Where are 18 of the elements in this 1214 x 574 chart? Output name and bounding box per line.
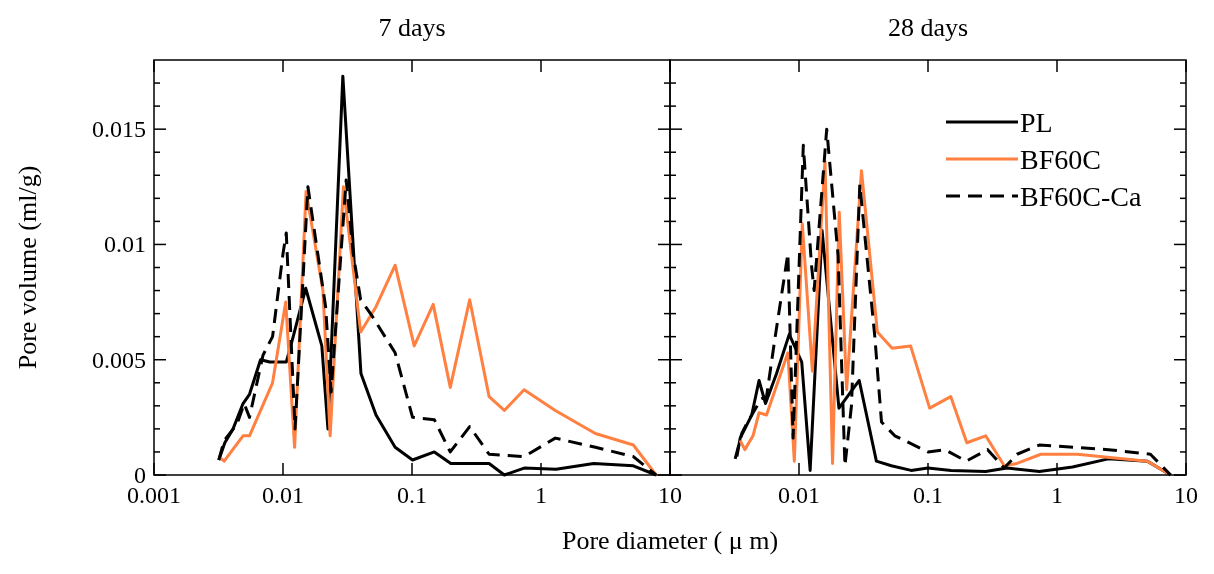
x-tick-label: 10 [658, 482, 682, 508]
x-axis-title: Pore diameter ( μ m) [561, 526, 779, 555]
y-axis-title: Pore volume (ml/g) [13, 165, 42, 370]
x-tick-label: 1 [535, 482, 547, 508]
chart-title: 7 days [378, 13, 446, 42]
legend-label: BF60C [1020, 144, 1101, 175]
y-tick-label: 0.01 [104, 231, 146, 258]
x-tick-label: 1 [1051, 482, 1063, 508]
legend-label: PL [1020, 107, 1053, 138]
chart-title: 28 days [887, 13, 969, 42]
x-tick-label: 10 [1174, 482, 1198, 508]
y-tick-label: 0.015 [92, 116, 146, 143]
y-tick-label: 0.005 [92, 346, 146, 373]
x-tick-label: 0.1 [913, 482, 943, 508]
x-tick-label: 0.1 [397, 482, 427, 508]
x-tick-label: 0.01 [262, 482, 304, 508]
x-tick-label: 0.01 [778, 482, 820, 508]
legend-label: BF60C-Ca [1020, 181, 1142, 212]
